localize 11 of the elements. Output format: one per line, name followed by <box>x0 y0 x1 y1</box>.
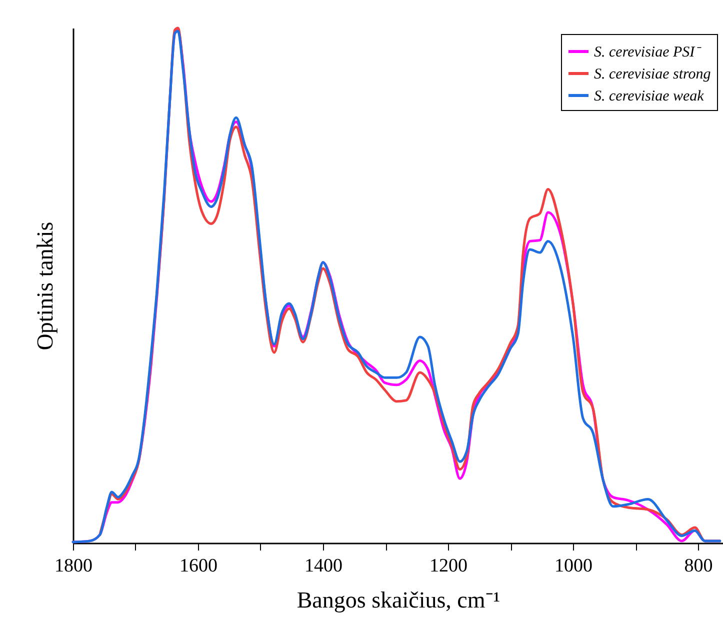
x-axis-title: Bangos skaičius, cm⁻¹ <box>296 588 500 612</box>
legend-label: S. cerevisiae strong <box>594 66 712 82</box>
x-tick-label: 800 <box>684 556 713 576</box>
legend-label: S. cerevisiae weak <box>594 88 704 104</box>
x-tick-label: 1400 <box>304 556 342 576</box>
x-tick-label: 1000 <box>554 556 592 576</box>
x-tick-label: 1800 <box>54 556 92 576</box>
x-tick-label: 1600 <box>180 556 218 576</box>
y-axis-title: Optinis tankis <box>32 222 58 350</box>
legend-label: S. cerevisiae PSI⁻ <box>594 44 702 60</box>
x-tick-label: 1200 <box>430 556 468 576</box>
